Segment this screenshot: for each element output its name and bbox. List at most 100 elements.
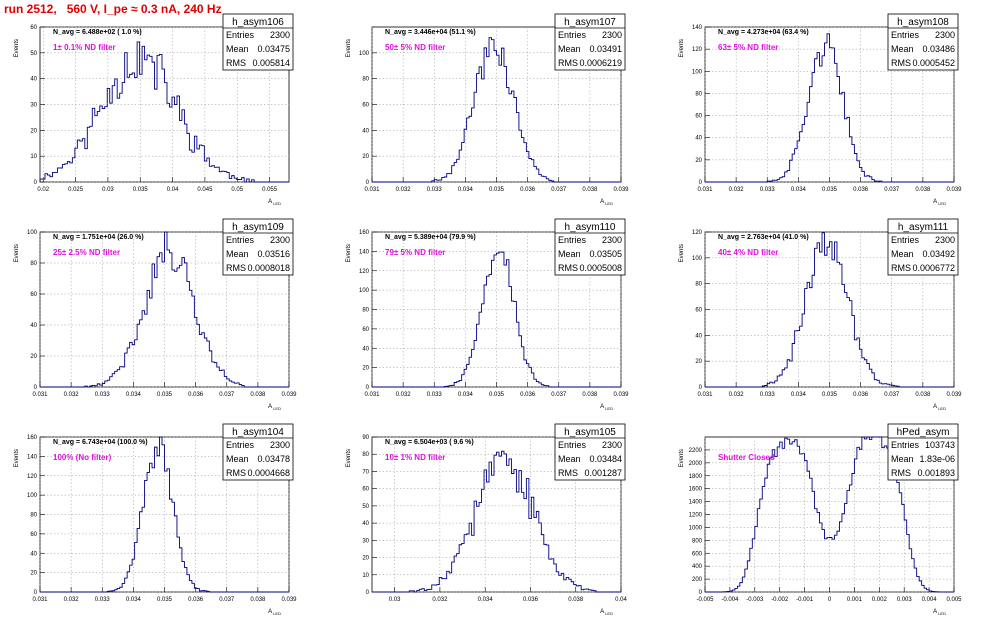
x-tick-label: 0.045	[197, 187, 213, 193]
y-tick-label: 20	[695, 158, 702, 164]
stat-label-rms: RMS	[558, 263, 578, 273]
x-tick-label: 0.032	[64, 392, 80, 398]
histogram-panel-h_asym110: 0.031 0.032 0.033 0.034 0.035 0.036 0.037 0.038…	[346, 218, 629, 411]
x-tick-label: 0.034	[791, 392, 807, 398]
x-tick-label: 0.037	[551, 187, 567, 193]
x-tick-label: 0.04	[615, 597, 627, 603]
stat-label-mean: Mean	[558, 454, 581, 464]
filter-label: 25± 2.5% ND filter	[53, 248, 120, 257]
y-tick-label: 20	[695, 359, 702, 365]
y-tick-label: 40	[30, 77, 37, 83]
y-tick-label: 0	[699, 590, 703, 596]
x-tick-label: 0	[828, 597, 832, 603]
x-tick-label: 0.034	[126, 597, 142, 603]
y-tick-label: 120	[27, 474, 38, 480]
x-tick-label: 0.033	[427, 392, 443, 398]
navg-label: N_avg = 5.389e+04 (79.9 %)	[385, 234, 476, 241]
x-tick-label: 0.036	[520, 392, 536, 398]
y-tick-label: 20	[30, 128, 37, 134]
y-tick-label: 0	[699, 180, 703, 186]
y-tick-label: 80	[695, 91, 702, 97]
x-tick-label: 0.035	[157, 392, 173, 398]
stat-label-entries: Entries	[891, 30, 920, 40]
stat-value-mean: 0.03484	[589, 454, 622, 464]
y-tick-label: 60	[695, 308, 702, 314]
y-tick-label: 1200	[689, 513, 703, 519]
histogram-line	[372, 251, 621, 388]
navg-label: N_avg = 1.751e+04 (26.0 %)	[53, 234, 144, 241]
y-tick-label: 0	[366, 180, 370, 186]
stat-value-entries: 2300	[935, 235, 955, 245]
navg-label: N_avg = 3.446e+04 (51.1 %)	[385, 29, 476, 36]
x-axis-title: A LED	[268, 404, 281, 411]
x-tick-label: -0.003	[746, 597, 764, 603]
y-tick-label: 200	[692, 577, 703, 583]
run-title: run 2512, 560 V, I_pe ≈ 0.3 nA, 240 Hz	[4, 2, 222, 16]
y-tick-label: 70	[362, 469, 369, 475]
stat-value-entries: 2300	[935, 30, 955, 40]
y-tick-label: 2000	[689, 461, 703, 467]
histogram-name: h_asym108	[897, 17, 949, 28]
x-tick-label: 0.032	[729, 392, 745, 398]
y-tick-label: 0	[34, 180, 38, 186]
y-tick-label: 20	[362, 556, 369, 562]
x-tick-label: 0.035	[822, 187, 838, 193]
y-axis-title: Events	[14, 244, 20, 262]
stats-box: h_asym105 Entries 2300 Mean 0.03484 RMS 0.0012…	[554, 423, 626, 481]
stat-label-mean: Mean	[226, 44, 249, 54]
x-tick-label: 0.03	[102, 187, 114, 193]
stat-value-rms: 0.0004668	[247, 468, 290, 478]
y-tick-label: 10	[362, 573, 369, 579]
histogram-line	[372, 450, 621, 593]
y-axis-title: Events	[346, 449, 352, 467]
x-tick-label: -0.001	[796, 597, 814, 603]
y-axis-title: Events	[14, 449, 20, 467]
filter-label: 1± 0.1% ND filter	[53, 43, 116, 52]
x-tick-label: 0.034	[458, 187, 474, 193]
x-axis-title: A LED	[600, 199, 613, 206]
stat-value-rms: 0.001287	[584, 468, 622, 478]
x-axis-title: A LED	[933, 609, 946, 616]
histogram-panel-h_asym107: 0.031 0.032 0.033 0.034 0.035 0.036 0.037 0.038…	[346, 13, 629, 206]
y-tick-label: 140	[359, 249, 370, 255]
stat-label-rms: RMS	[226, 58, 246, 68]
stats-box: h_asym108 Entries 2300 Mean 0.03486 RMS 0.0005…	[887, 13, 959, 71]
y-tick-label: 40	[362, 128, 369, 134]
x-tick-label: 0.036	[853, 392, 869, 398]
stat-label-entries: Entries	[558, 30, 587, 40]
y-tick-label: 50	[30, 51, 37, 57]
stat-label-rms: RMS	[226, 263, 246, 273]
x-tick-label: 0.039	[281, 597, 297, 603]
y-tick-label: 60	[362, 487, 369, 493]
y-tick-label: 120	[692, 47, 703, 53]
x-axis-title: A LED	[600, 404, 613, 411]
histogram-line	[372, 37, 621, 183]
filter-label: 63± 5% ND filter	[718, 43, 778, 52]
x-tick-label: 0.035	[489, 187, 505, 193]
stat-value-entries: 2300	[270, 30, 290, 40]
stats-box: h_asym106 Entries 2300 Mean 0.03475 RMS 0.0058…	[222, 13, 294, 71]
y-tick-label: 140	[27, 454, 38, 460]
stat-value-rms: 0.0005008	[579, 263, 622, 273]
stat-value-mean: 0.03478	[257, 454, 290, 464]
stat-label-mean: Mean	[226, 249, 249, 259]
y-tick-label: 60	[362, 103, 369, 109]
x-tick-label: 0.033	[95, 597, 111, 603]
x-axis-title: A LED	[268, 609, 281, 616]
stat-label-mean: Mean	[891, 44, 914, 54]
y-tick-label: 0	[366, 590, 370, 596]
stat-value-entries: 2300	[270, 235, 290, 245]
y-tick-label: 90	[362, 435, 369, 441]
y-tick-label: 100	[359, 51, 370, 57]
histogram-line	[40, 436, 289, 593]
y-axis-title: Events	[679, 39, 685, 57]
filter-label: 79± 5% ND filter	[385, 248, 445, 257]
x-tick-label: 0.033	[760, 392, 776, 398]
histogram-name: h_asym107	[564, 17, 616, 28]
x-tick-label: 0.035	[822, 392, 838, 398]
stat-value-mean: 0.03516	[257, 249, 290, 259]
stat-value-rms: 0.0006772	[912, 263, 955, 273]
y-tick-label: 10	[30, 154, 37, 160]
stat-value-rms: 0.005814	[252, 58, 290, 68]
